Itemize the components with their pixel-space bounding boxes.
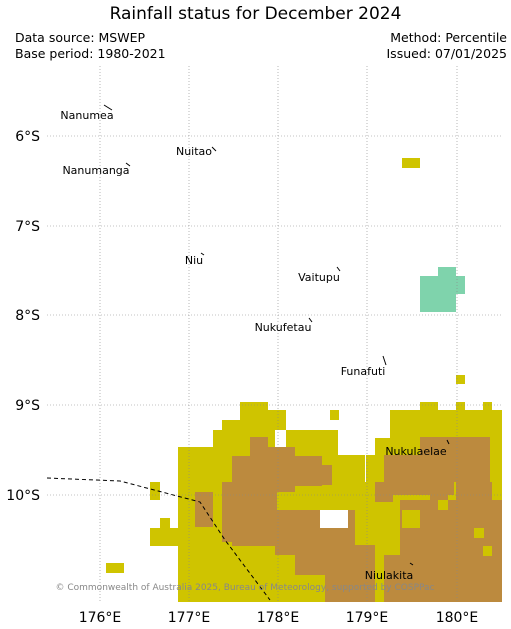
rainfall-cell-brown	[195, 492, 213, 527]
island-label: Nuitao	[176, 145, 212, 158]
island-label: Nukulaelae	[385, 445, 447, 458]
longitude-label: 178°E	[257, 610, 300, 626]
eez-boundary	[46, 477, 271, 601]
island-coastline	[446, 439, 450, 445]
latitude-label: 6°S	[15, 129, 40, 145]
island-coastline	[409, 562, 414, 566]
rainfall-cell-tan	[402, 510, 420, 528]
rainfall-cells	[106, 158, 502, 602]
rainfall-cell-tan	[456, 402, 465, 410]
issued: Issued: 07/01/2025	[386, 46, 508, 61]
meta-right: Method: Percentile Issued: 07/01/2025	[387, 30, 508, 62]
rainfall-cell-missing	[320, 510, 348, 528]
latitude-label: 7°S	[15, 219, 40, 235]
island-label: Vaitupu	[298, 271, 340, 284]
map-title: Rainfall status for December 2024	[109, 4, 402, 24]
island-label: Niulakita	[365, 569, 414, 582]
rainfall-cell-brown	[420, 437, 490, 482]
longitude-label: 180°E	[436, 610, 479, 626]
rainfall-cell-tan	[402, 158, 420, 168]
island-marks	[103, 104, 450, 566]
rainfall-cell-brown	[430, 492, 448, 502]
rainfall-cell-tan	[268, 410, 286, 430]
latitude-label: 9°S	[15, 398, 40, 414]
rainfall-cell-tan	[438, 500, 448, 510]
island-label: Nanumanga	[62, 164, 129, 177]
longitude-label: 176°E	[79, 610, 122, 626]
rainfall-cell-tan	[240, 402, 268, 420]
copyright: © Commonwealth of Australia 2025, Bureau…	[56, 583, 435, 593]
rainfall-cell-tan	[160, 518, 170, 528]
island-labels: Nanumea Nuitao Nanumanga Niu Vaitupu Nukufeta…	[60, 109, 446, 582]
rainfall-cell-tan	[420, 402, 438, 410]
island-coastline	[336, 266, 341, 272]
rainfall-cell-brown	[250, 437, 268, 457]
island-coastline	[382, 355, 387, 366]
rainfall-cell-brown	[322, 465, 332, 485]
rainfall-cell-brown	[295, 456, 322, 486]
rainfall-cell-tan	[456, 375, 465, 384]
island-coastline	[103, 104, 113, 111]
rainfall-cell-tan	[483, 546, 492, 556]
island-coastline	[211, 146, 217, 152]
rainfall-cell-tan	[483, 402, 492, 410]
latitude-label: 8°S	[15, 308, 40, 324]
base-period: Base period: 1980-2021	[15, 46, 166, 61]
rainfall-cell-green	[438, 267, 456, 277]
rainfall-cell-brown	[384, 555, 404, 602]
island-coastline	[125, 162, 131, 167]
method: Method: Percentile	[390, 30, 507, 45]
island-label: Funafuti	[341, 365, 386, 378]
data-source: Data source: MSWEP	[15, 30, 146, 45]
rainfall-cell-tan	[150, 528, 178, 546]
rainfall-cell-green	[420, 276, 456, 312]
rainfall-cell-tan	[106, 563, 124, 573]
rainfall-cell-brown	[456, 482, 492, 502]
rainfall-cell-brown	[268, 447, 295, 492]
island-coastline	[200, 252, 205, 256]
rainfall-cell-brown	[325, 570, 375, 602]
island-coastline	[308, 317, 313, 323]
rainfall-cell-tan	[474, 528, 484, 538]
graticule	[47, 66, 502, 602]
longitude-label: 179°E	[346, 610, 389, 626]
island-label: Nukufetau	[255, 321, 312, 334]
axis-labels: 6°S 7°S 8°S 9°S 10°S 176°E 177°E 178°E 179°E 180°…	[6, 129, 478, 626]
rainfall-cell-green	[456, 276, 465, 294]
latitude-label: 10°S	[6, 488, 40, 504]
rainfall-cell-tan	[150, 482, 160, 500]
island-label: Nanumea	[60, 109, 113, 122]
island-label: Niu	[185, 254, 203, 267]
rainfall-cell-tan	[330, 410, 339, 420]
longitude-label: 177°E	[168, 610, 211, 626]
meta-left: Data source: MSWEP Base period: 1980-202…	[15, 30, 166, 62]
rainfall-cell-tan	[222, 420, 280, 430]
